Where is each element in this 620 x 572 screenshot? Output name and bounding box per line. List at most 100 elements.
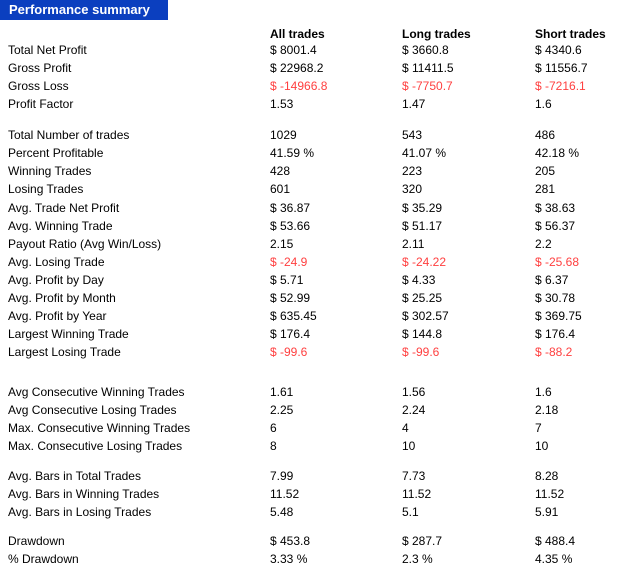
value-cell: $ 176.4 <box>270 327 311 341</box>
value-cell: 486 <box>535 128 556 142</box>
row-label: Profit Factor <box>8 97 74 111</box>
value-cell: 41.59 % <box>270 146 315 160</box>
value-cell: 10 <box>402 439 416 453</box>
row-label: Avg. Profit by Year <box>8 309 107 323</box>
table-row: Avg. Profit by Day $ 5.71 $ 4.33 $ 6.37 <box>0 271 620 289</box>
table-row: Avg. Trade Net Profit $ 36.87 $ 35.29 $ 38.… <box>0 199 620 217</box>
table-row: Max. Consecutive Losing Trades 8 10 10 <box>0 437 620 455</box>
value-cell: 42.18 % <box>535 146 580 160</box>
value-cell: $ 52.99 <box>270 291 311 305</box>
value-cell: 2.11 <box>402 237 425 251</box>
row-label: Percent Profitable <box>8 146 104 160</box>
value-cell: $ -24.9 <box>270 255 308 269</box>
table-row: Largest Winning Trade $ 176.4 $ 144.8 $ 176… <box>0 325 620 343</box>
row-label: Avg. Bars in Winning Trades <box>8 487 160 501</box>
table-row: Drawdown $ 453.8 $ 287.7 $ 488.4 <box>0 532 620 550</box>
value-cell: 6 <box>270 421 277 435</box>
row-label: Max. Consecutive Losing Trades <box>8 439 183 453</box>
value-cell: 2.24 <box>402 403 426 417</box>
value-cell: $ 488.4 <box>535 534 576 548</box>
value-cell: $ 5.71 <box>270 273 304 287</box>
value-cell: 8.28 <box>535 469 559 483</box>
value-cell: $ 30.78 <box>535 291 576 305</box>
row-label: Gross Loss <box>8 79 69 93</box>
value-cell: $ 36.87 <box>270 201 311 215</box>
value-cell: 4 <box>402 421 409 435</box>
value-cell: $ 4.33 <box>402 273 436 287</box>
value-cell: $ 11556.7 <box>535 61 588 75</box>
value-cell: $ -7750.7 <box>402 79 453 93</box>
table-row: Total Net Profit $ 8001.4 $ 3660.8 $ 4340.6 <box>0 41 620 59</box>
value-cell: $ -25.68 <box>535 255 580 269</box>
value-cell: $ -7216.1 <box>535 79 586 93</box>
value-cell: $ 25.25 <box>402 291 443 305</box>
value-cell: 3.33 % <box>270 552 308 566</box>
value-cell: 41.07 % <box>402 146 447 160</box>
value-cell: 10 <box>535 439 549 453</box>
row-label: Total Number of trades <box>8 128 130 142</box>
value-cell: 1.47 <box>402 97 426 111</box>
value-cell: 2.2 <box>535 237 552 251</box>
table-row: Largest Losing Trade $ -99.6 $ -99.6 $ -88.… <box>0 343 620 361</box>
value-cell: 5.91 <box>535 505 559 519</box>
value-cell: $ 22968.2 <box>270 61 324 75</box>
value-cell: $ -99.6 <box>402 345 440 359</box>
row-label: Payout Ratio (Avg Win/Loss) <box>8 237 162 251</box>
value-cell: 11.52 <box>402 487 432 501</box>
table-row: Profit Factor 1.53 1.47 1.6 <box>0 95 620 113</box>
value-cell: 1.61 <box>270 385 294 399</box>
value-cell: 7.73 <box>402 469 426 483</box>
value-cell: 5.1 <box>402 505 419 519</box>
value-cell: 601 <box>270 182 291 196</box>
row-label: % Drawdown <box>8 552 79 566</box>
value-cell: $ -24.22 <box>402 255 447 269</box>
value-cell: 205 <box>535 164 556 178</box>
value-cell: 11.52 <box>270 487 300 501</box>
row-label: Largest Losing Trade <box>8 345 121 359</box>
value-cell: 7.99 <box>270 469 294 483</box>
value-cell: 2.25 <box>270 403 294 417</box>
row-label: Losing Trades <box>8 182 84 196</box>
value-cell: 1.56 <box>402 385 426 399</box>
value-cell: 1.6 <box>535 385 552 399</box>
value-cell: $ 38.63 <box>535 201 576 215</box>
row-label: Avg. Losing Trade <box>8 255 105 269</box>
value-cell: 2.15 <box>270 237 294 251</box>
value-cell: 223 <box>402 164 423 178</box>
row-label: Avg. Trade Net Profit <box>8 201 120 215</box>
table-row: Avg. Profit by Month $ 52.99 $ 25.25 $ 30.7… <box>0 289 620 307</box>
table-row: Avg. Winning Trade $ 53.66 $ 51.17 $ 56.37 <box>0 217 620 235</box>
value-cell: 7 <box>535 421 542 435</box>
row-label: Avg. Profit by Day <box>8 273 104 287</box>
value-cell: 1.6 <box>535 97 552 111</box>
column-header-short-trades: Short trades <box>535 27 606 41</box>
row-label: Avg. Winning Trade <box>8 219 113 233</box>
value-cell: 1029 <box>270 128 297 142</box>
row-label: Total Net Profit <box>8 43 87 57</box>
value-cell: 428 <box>270 164 291 178</box>
table-row: Avg. Profit by Year $ 635.45 $ 302.57 $ 369… <box>0 307 620 325</box>
value-cell: 2.18 <box>535 403 559 417</box>
row-label: Winning Trades <box>8 164 92 178</box>
value-cell: $ 369.75 <box>535 309 582 323</box>
table-row: Percent Profitable 41.59 % 41.07 % 42.18 % <box>0 144 620 162</box>
value-cell: $ 53.66 <box>270 219 311 233</box>
performance-summary-title: Performance summary <box>0 0 168 20</box>
value-cell: $ -99.6 <box>270 345 308 359</box>
row-label: Avg. Bars in Total Trades <box>8 469 141 483</box>
table-row: Payout Ratio (Avg Win/Loss) 2.15 2.11 2.2 <box>0 235 620 253</box>
value-cell: $ 176.4 <box>535 327 576 341</box>
table-row: Avg. Bars in Winning Trades 11.52 11.52 11.… <box>0 485 620 503</box>
value-cell: $ 287.7 <box>402 534 443 548</box>
value-cell: 11.52 <box>535 487 565 501</box>
table-row: Gross Profit $ 22968.2 $ 11411.5 $ 11556.7 <box>0 59 620 77</box>
column-header-long-trades: Long trades <box>402 27 471 41</box>
value-cell: $ 144.8 <box>402 327 443 341</box>
value-cell: $ 4340.6 <box>535 43 582 57</box>
value-cell: 543 <box>402 128 423 142</box>
value-cell: 5.48 <box>270 505 294 519</box>
table-row: Max. Consecutive Winning Trades 6 4 7 <box>0 419 620 437</box>
table-row: Losing Trades 601 320 281 <box>0 180 620 198</box>
value-cell: $ 635.45 <box>270 309 317 323</box>
value-cell: $ 8001.4 <box>270 43 317 57</box>
